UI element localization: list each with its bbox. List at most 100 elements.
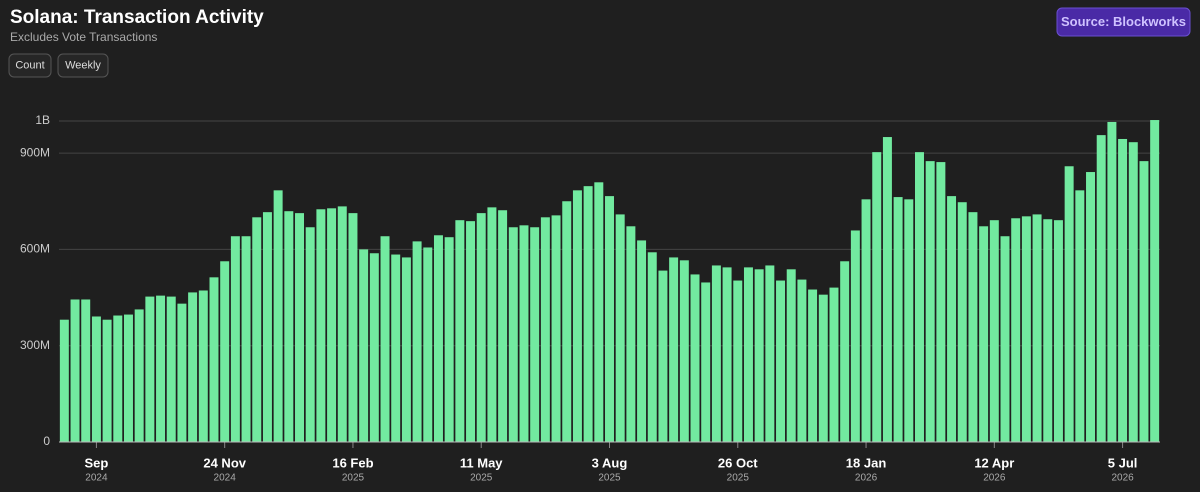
bar — [904, 199, 914, 442]
count-button[interactable]: Count — [8, 53, 52, 78]
bar — [113, 315, 123, 442]
bar — [102, 319, 112, 442]
bar — [220, 261, 230, 442]
bar — [380, 236, 390, 442]
bar — [476, 213, 486, 442]
bar — [829, 287, 839, 442]
bar — [615, 214, 625, 442]
bar — [989, 220, 999, 442]
bar — [818, 294, 828, 442]
y-tick-label: 900M — [20, 145, 50, 159]
bar — [861, 199, 871, 442]
x-tick-year: 2025 — [342, 473, 365, 484]
bar — [295, 213, 304, 442]
bar — [722, 267, 732, 442]
bar — [177, 303, 187, 442]
bar — [466, 221, 476, 442]
bar — [1032, 214, 1042, 442]
bar — [915, 152, 924, 442]
bar — [359, 249, 369, 442]
x-tick-label: 12 Apr — [974, 455, 1014, 470]
bar — [540, 217, 550, 442]
bar — [1000, 236, 1010, 442]
bar — [669, 257, 679, 442]
bar — [487, 207, 497, 442]
bar — [626, 226, 636, 442]
bar — [337, 206, 347, 442]
bar — [1128, 142, 1138, 442]
bar — [81, 299, 91, 442]
bar — [690, 274, 700, 442]
bar — [91, 316, 101, 442]
bar — [743, 267, 753, 442]
bar — [658, 270, 668, 442]
bar — [284, 211, 294, 442]
bar — [348, 213, 358, 442]
bar — [733, 280, 743, 442]
button-label: Count — [15, 59, 44, 71]
x-tick-year: 2024 — [214, 473, 237, 484]
bar — [808, 289, 818, 442]
bar — [1075, 190, 1085, 442]
bar — [797, 279, 807, 442]
x-tick-label: Sep — [84, 455, 108, 470]
bar — [679, 260, 689, 442]
bar — [188, 292, 198, 442]
bar — [765, 265, 775, 442]
bar — [273, 190, 283, 442]
bar — [209, 277, 219, 442]
bar — [701, 282, 711, 442]
button-frame — [1056, 7, 1191, 37]
x-tick-year: 2025 — [598, 473, 621, 484]
bar — [123, 314, 133, 442]
bar — [711, 265, 721, 442]
bar — [423, 247, 433, 442]
y-tick-label: 600M — [20, 242, 50, 256]
weekly-button[interactable]: Weekly — [57, 53, 109, 78]
x-tick-label: 24 Nov — [203, 455, 246, 470]
bar — [401, 257, 411, 442]
bar — [252, 217, 262, 442]
bar — [968, 212, 978, 442]
button-frame — [8, 53, 52, 78]
bar — [230, 236, 240, 442]
chart-subtitle: Excludes Vote Transactions — [10, 30, 157, 44]
bar — [519, 225, 529, 442]
bar — [327, 208, 337, 442]
bar — [647, 252, 657, 442]
bar — [1107, 121, 1117, 442]
bar — [369, 253, 379, 442]
bar — [979, 226, 989, 442]
bar — [70, 299, 80, 442]
chart-title: Solana: Transaction Activity — [10, 7, 264, 28]
bar — [551, 215, 561, 442]
bar — [754, 269, 764, 442]
bar — [1053, 220, 1063, 442]
bar — [562, 201, 572, 442]
bar — [840, 261, 850, 442]
x-tick-label: 18 Jan — [846, 455, 887, 470]
bar — [776, 280, 786, 442]
bar — [786, 269, 796, 442]
bar — [872, 152, 882, 442]
y-tick-label: 300M — [20, 338, 50, 352]
x-tick-label: 5 Jul — [1108, 455, 1138, 470]
bar — [1096, 135, 1106, 442]
bar — [925, 161, 935, 442]
x-tick-year: 2025 — [727, 473, 750, 484]
bar — [583, 186, 593, 442]
y-tick-label: 1B — [35, 113, 50, 127]
bar — [412, 241, 422, 442]
bar — [508, 227, 518, 442]
bar — [572, 190, 582, 442]
source-button[interactable]: Source: Blockworks — [1056, 7, 1191, 37]
bar — [59, 319, 69, 442]
bar — [530, 227, 540, 442]
bar — [1011, 218, 1021, 442]
bar — [391, 254, 401, 442]
bar — [1043, 219, 1053, 442]
bar — [156, 295, 166, 442]
x-tick-label: 26 Oct — [718, 455, 758, 470]
